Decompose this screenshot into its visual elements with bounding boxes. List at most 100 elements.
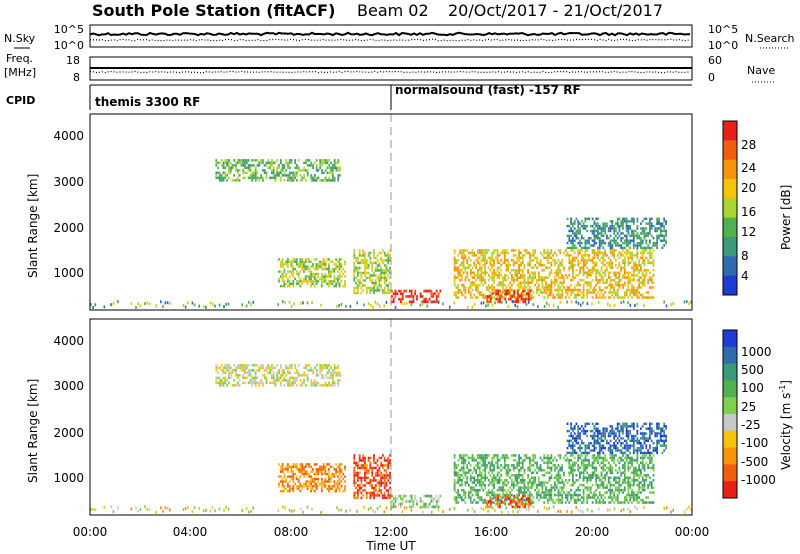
power-cell xyxy=(649,217,651,220)
velocity-cell xyxy=(591,444,594,447)
power-cell xyxy=(336,277,339,281)
power-cell xyxy=(297,265,300,268)
power-cell xyxy=(623,296,626,299)
power-cell xyxy=(604,224,606,228)
power-cell xyxy=(342,267,345,271)
velocity-cell xyxy=(572,496,574,499)
velocity-cell xyxy=(335,490,337,493)
velocity-cell xyxy=(276,364,279,367)
power-cell xyxy=(537,283,540,287)
velocity-cell xyxy=(321,376,323,380)
power-cell xyxy=(634,229,637,233)
power-cell xyxy=(283,171,286,175)
power-cell xyxy=(360,291,363,295)
velocity-cell xyxy=(598,476,601,479)
power-cell xyxy=(373,289,375,292)
power-cell xyxy=(491,274,494,277)
power-cell xyxy=(525,249,528,252)
velocity-cell xyxy=(314,379,316,382)
velocity-cell xyxy=(512,483,515,487)
power-cell xyxy=(355,269,357,272)
power-cell xyxy=(222,171,225,175)
power-cell xyxy=(484,274,486,277)
power-cell xyxy=(500,251,503,255)
power-colorbar-ticks: 28 24 20 16 12 8 4 xyxy=(741,138,756,283)
power-cell xyxy=(525,286,528,289)
velocity-cell xyxy=(486,500,489,503)
velocity-cell xyxy=(306,374,309,377)
power-cell xyxy=(593,261,596,265)
velocity-cell xyxy=(516,466,519,470)
velocity-cell xyxy=(319,384,322,387)
power-cell xyxy=(455,266,458,269)
power-cell xyxy=(358,271,361,275)
velocity-cell xyxy=(573,437,576,440)
velocity-cell xyxy=(260,366,262,370)
velocity-cell xyxy=(521,474,524,477)
power-cell xyxy=(577,288,580,292)
power-cell xyxy=(611,264,614,267)
velocity-cell xyxy=(586,451,589,455)
power-cell xyxy=(469,274,472,277)
velocity-cell xyxy=(611,496,614,499)
velocity-cell xyxy=(378,474,381,477)
velocity-cell xyxy=(537,479,540,482)
power-cell xyxy=(469,264,472,267)
velocity-cell xyxy=(468,483,470,487)
velocity-cell xyxy=(577,488,580,492)
power-cell xyxy=(570,266,572,269)
power-cell xyxy=(580,237,583,240)
power-colorbar-label: Power [dB] xyxy=(779,185,793,250)
power-cell xyxy=(588,254,590,257)
velocity-cell xyxy=(336,485,339,488)
power-cell xyxy=(641,241,644,245)
power-cell xyxy=(552,293,555,297)
velocity-cell xyxy=(344,480,346,483)
power-cell xyxy=(663,227,666,230)
velocity-cell xyxy=(469,469,472,472)
power-cell xyxy=(380,259,383,262)
power-cell xyxy=(597,234,599,237)
power-cell xyxy=(550,249,553,252)
velocity-cell xyxy=(613,496,615,499)
velocity-cell xyxy=(607,479,610,482)
velocity-cell xyxy=(652,469,655,472)
power-cell xyxy=(550,271,553,274)
velocity-cell xyxy=(532,464,535,467)
velocity-cell xyxy=(493,464,495,467)
velocity-cell xyxy=(484,483,486,487)
velocity-cell xyxy=(320,477,323,481)
power-cell xyxy=(376,286,379,290)
power-cell xyxy=(503,274,506,277)
velocity-cell xyxy=(217,381,219,385)
power-cell xyxy=(217,176,219,180)
power-cell xyxy=(489,300,492,304)
power-cell xyxy=(493,269,495,272)
velocity-cell xyxy=(437,497,440,501)
power-cell xyxy=(561,261,563,265)
velocity-cell xyxy=(645,461,648,465)
velocity-cell xyxy=(620,488,623,492)
velocity-cell xyxy=(336,482,339,486)
velocity-cell xyxy=(331,475,334,478)
power-cell xyxy=(557,274,560,277)
power-cell xyxy=(649,256,651,260)
power-cell xyxy=(242,161,245,165)
noise-left-tick-top: 10^5 xyxy=(54,23,84,36)
velocity-cell xyxy=(618,466,621,470)
velocity-cell xyxy=(582,483,585,487)
power-cell xyxy=(604,241,606,245)
velocity-cell xyxy=(453,454,456,457)
power-cell xyxy=(555,288,558,292)
power-cell xyxy=(631,283,633,287)
velocity-cell xyxy=(460,461,463,465)
power-cell xyxy=(636,249,639,252)
power-cell xyxy=(256,164,259,167)
velocity-cell xyxy=(308,364,311,367)
power-colorbar-segment xyxy=(723,140,737,161)
power-cell xyxy=(353,291,356,295)
power-cell xyxy=(511,278,513,282)
power-cell xyxy=(532,266,535,269)
power-cell xyxy=(618,271,621,274)
velocity-cell xyxy=(577,427,580,430)
